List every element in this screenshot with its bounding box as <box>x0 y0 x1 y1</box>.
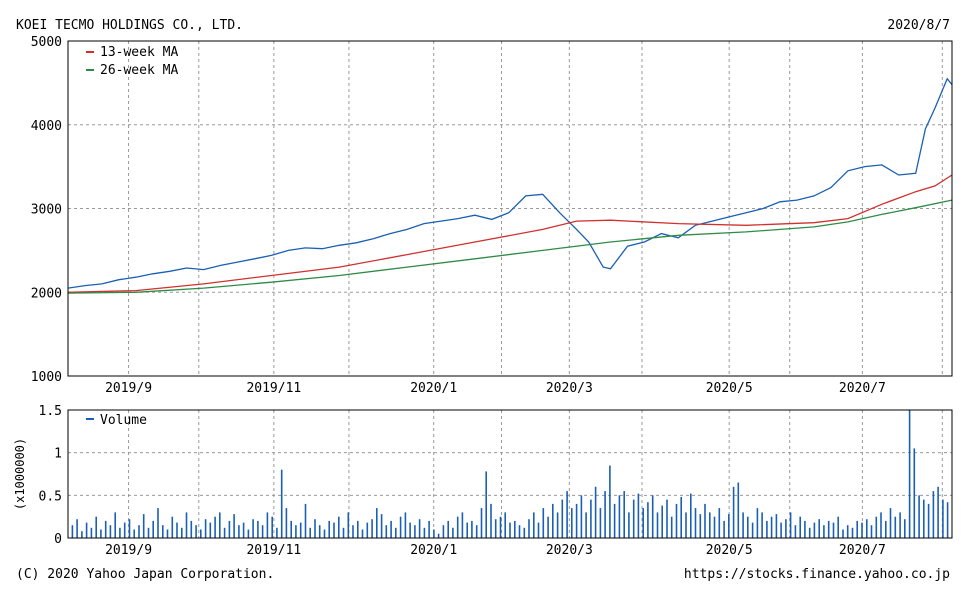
source-url: https://stocks.finance.yahoo.co.jp <box>684 567 950 582</box>
y-tick-label: 2000 <box>31 286 62 301</box>
legend-label: Volume <box>100 413 147 428</box>
legend-label: 13-week MA <box>100 45 178 60</box>
y-tick-label: 1000 <box>31 370 62 385</box>
series-line-ma13 <box>67 174 953 293</box>
company-title: KOEI TECMO HOLDINGS CO., LTD. <box>16 18 243 33</box>
x-tick-label: 2020/1 <box>410 543 457 558</box>
x-tick-label: 2020/7 <box>839 543 886 558</box>
volume-axis-label: (x1000000) <box>13 438 27 510</box>
x-tick-label: 2020/5 <box>706 381 753 396</box>
series-line-price <box>67 77 953 289</box>
x-tick-label: 2019/9 <box>105 543 152 558</box>
x-tick-label: 2020/3 <box>546 543 593 558</box>
price-panel: 1000 2000 3000 4000 5000 2019/9 2019/11 2020/1 2… <box>31 35 953 396</box>
copyright: (C) 2020 Yahoo Japan Corporation. <box>16 567 274 582</box>
price-frame <box>67 40 953 377</box>
x-tick-label: 2020/1 <box>410 381 457 396</box>
legend-label: 26-week MA <box>100 63 178 78</box>
y-tick-label: 5000 <box>31 35 62 50</box>
y-tick-label: 4000 <box>31 119 62 134</box>
x-tick-label: 2020/3 <box>546 381 593 396</box>
x-tick-label: 2020/5 <box>706 543 753 558</box>
y-tick-label: 1 <box>54 447 62 462</box>
y-tick-label: 1.5 <box>39 404 62 419</box>
x-tick-label: 2019/9 <box>105 381 152 396</box>
y-tick-label: 0 <box>54 532 62 547</box>
y-tick-label: 0.5 <box>39 489 62 504</box>
series-line-ma26 <box>67 199 953 294</box>
x-tick-label: 2019/11 <box>246 381 301 396</box>
volume-frame <box>67 409 953 539</box>
x-tick-label: 2019/11 <box>246 543 301 558</box>
y-tick-label: 3000 <box>31 203 62 218</box>
chart-date: 2020/8/7 <box>887 18 950 33</box>
volume-panel: 2019/9 2019/11 2020/1 2020/3 2020/5 2020/7 0 0.… <box>13 404 953 558</box>
x-tick-label: 2020/7 <box>839 381 886 396</box>
